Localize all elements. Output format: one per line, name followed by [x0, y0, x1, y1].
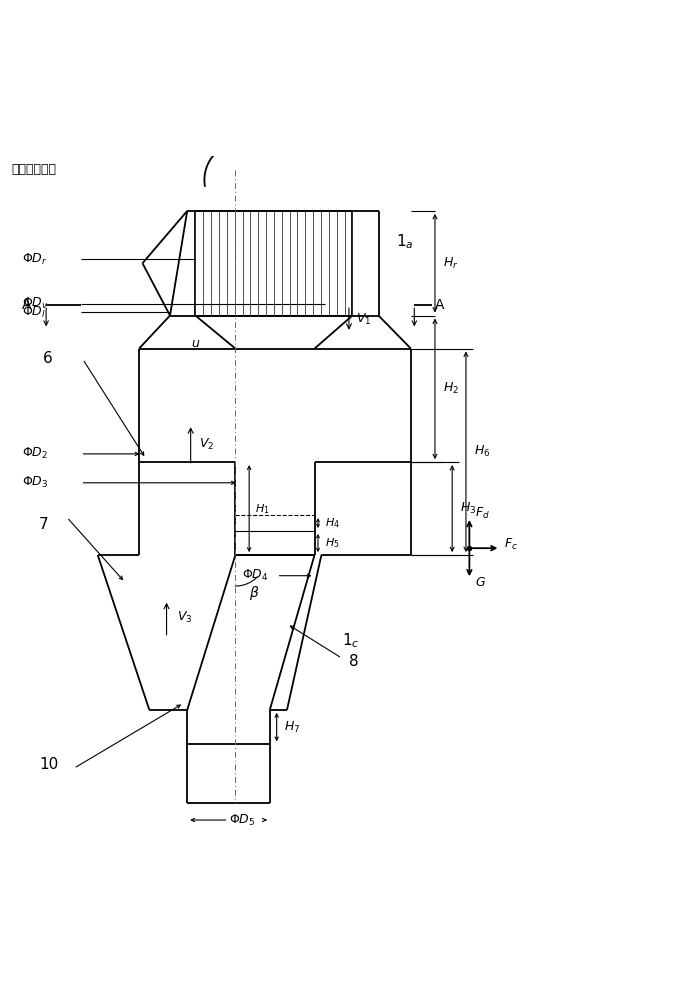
Text: $H_5$: $H_5$ [325, 536, 339, 550]
Text: $H_r$: $H_r$ [443, 256, 459, 271]
Text: $H_7$: $H_7$ [283, 720, 300, 735]
Text: $\Phi D_v$: $\Phi D_v$ [22, 296, 49, 311]
Text: 10: 10 [39, 757, 59, 772]
Text: $H_4$: $H_4$ [325, 516, 340, 530]
Text: A: A [435, 298, 444, 312]
Text: 6: 6 [43, 351, 53, 366]
Text: $u$: $u$ [191, 337, 200, 350]
Text: $V_2$: $V_2$ [199, 437, 214, 452]
Text: $G$: $G$ [475, 576, 486, 589]
Text: $H_1$: $H_1$ [255, 502, 269, 516]
Text: $V_1$: $V_1$ [356, 311, 371, 327]
Text: $\beta$: $\beta$ [249, 584, 260, 602]
Text: $\Phi D_4$: $\Phi D_4$ [243, 568, 269, 583]
Text: $H_3$: $H_3$ [460, 501, 477, 516]
Text: $F_d$: $F_d$ [475, 506, 490, 521]
Text: $\Phi D_r$: $\Phi D_r$ [22, 252, 48, 267]
Text: $\Phi D_5$: $\Phi D_5$ [229, 812, 256, 828]
Text: A: A [22, 298, 32, 312]
Text: $1_a$: $1_a$ [396, 233, 413, 251]
Text: $H_6$: $H_6$ [474, 444, 491, 459]
Text: 7: 7 [39, 517, 49, 532]
Text: $F_c$: $F_c$ [504, 537, 518, 552]
Text: $\Phi D_3$: $\Phi D_3$ [22, 475, 48, 490]
Text: $\Phi D_2$: $\Phi D_2$ [22, 446, 48, 461]
Text: $\Phi D_l$: $\Phi D_l$ [22, 305, 46, 320]
Text: $V_3$: $V_3$ [177, 609, 192, 625]
Text: 转子旋转方向: 转子旋转方向 [12, 163, 57, 176]
Text: $1_c$: $1_c$ [342, 632, 359, 650]
Text: 8: 8 [349, 654, 359, 669]
Text: $H_2$: $H_2$ [443, 381, 460, 396]
